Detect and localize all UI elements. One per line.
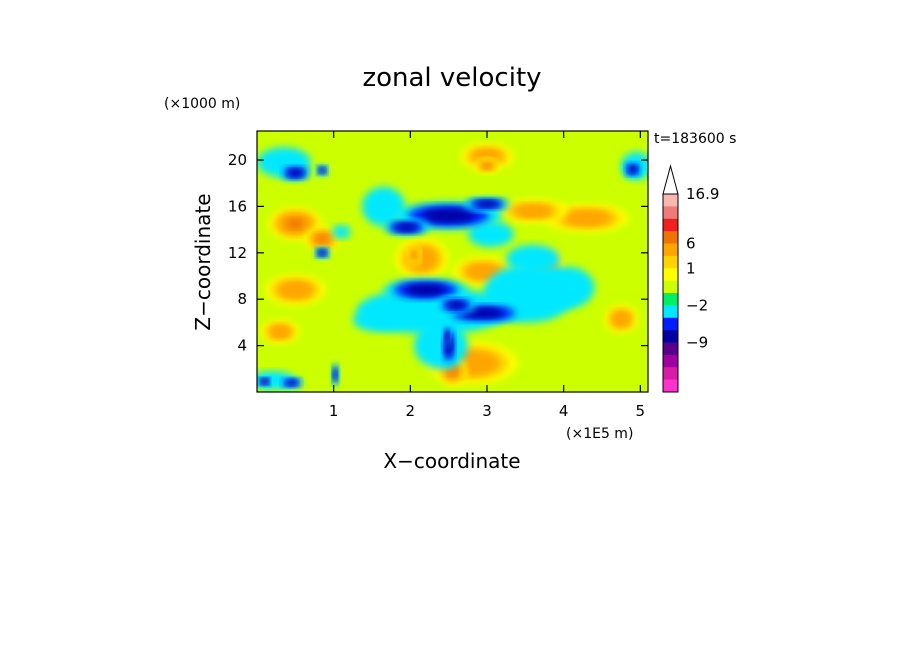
time-label: t=183600 s	[654, 131, 736, 147]
contour-region-29-level-2	[395, 223, 418, 232]
x-tick-label-5: 5	[636, 402, 646, 420]
contour-region-3-level-3	[476, 151, 498, 162]
contour-region-4-level-4	[483, 163, 491, 169]
contour-region-12-level-4	[447, 366, 458, 376]
x-tick-label-4: 4	[559, 402, 569, 420]
colorbar-swatch-0	[663, 194, 678, 207]
contour-region-35-level-2	[319, 167, 326, 174]
colorbar-swatch-12	[663, 342, 678, 356]
colorbar-extend-arrow	[662, 164, 679, 195]
contour-region-41-level-4	[262, 380, 267, 384]
chart-title: zonal velocity	[362, 63, 541, 93]
y-unit-label: (×1000 m)	[164, 96, 240, 112]
contour-region-21-level-0	[352, 308, 407, 332]
colorbar-swatch-13	[663, 354, 678, 368]
colorbar-swatch-4	[663, 243, 678, 257]
contour-region-25-level-0	[332, 224, 351, 239]
contour-region-34-level-2	[287, 168, 303, 177]
x-tick-label-1: 1	[329, 402, 339, 420]
colorbar-swatch-3	[663, 231, 678, 244]
contour-region-36-level-2	[628, 165, 638, 174]
contour-region-16-level-0	[467, 221, 514, 247]
y-tick-label-16: 16	[228, 197, 247, 215]
contour-region-0-level-4	[286, 218, 305, 230]
y-tick-label-12: 12	[228, 244, 247, 262]
x-unit-label: (×1E5 m)	[566, 426, 633, 442]
colorbar-swatch-10	[663, 317, 678, 331]
contour-region-5-level-3	[569, 212, 604, 224]
contour-region-9-level-3	[470, 265, 496, 277]
colorbar-frame	[662, 193, 679, 393]
colorbar: 16.9 6 1 −2 −9	[662, 164, 719, 393]
colorbar-swatch-2	[663, 218, 678, 232]
contour-region-31-level-2	[462, 307, 505, 319]
contour-region-32-level-2	[446, 300, 466, 310]
contour-region-28-level-2	[475, 200, 499, 208]
contour-region-30-level-2	[404, 284, 447, 296]
x-axis-title: X−coordinate	[383, 449, 520, 473]
contour-region-2-level-3	[283, 283, 308, 296]
contour-region-15-level-0	[362, 186, 405, 227]
colorbar-swatch-1	[663, 206, 678, 220]
colorbar-swatch-11	[663, 330, 678, 343]
colorbar-label-0: 16.9	[686, 185, 719, 203]
contour-region-37-level-2	[318, 249, 327, 256]
colorbar-swatch-15	[663, 379, 678, 393]
contour-region-38-level-2	[285, 379, 298, 386]
colorbar-swatch-8	[663, 293, 678, 306]
x-axis-ticks: 1 2 3 4 5	[329, 131, 645, 420]
colorbar-label-2: 1	[686, 259, 696, 277]
contour-region-1-level-4	[316, 235, 328, 243]
y-tick-label-20: 20	[228, 151, 247, 169]
colorbar-label-1: 6	[686, 235, 696, 253]
contour-region-13-level-3	[272, 327, 288, 337]
y-tick-label-4: 4	[237, 337, 247, 355]
contour-region-40-level-4	[446, 333, 449, 340]
y-tick-label-8: 8	[237, 290, 247, 308]
colorbar-swatch-7	[663, 280, 678, 294]
contour-region-27-level-2	[421, 208, 476, 223]
colorbar-swatch-5	[663, 255, 678, 269]
colorbar-swatch-14	[663, 367, 678, 381]
colorbar-label-4: −9	[686, 334, 708, 352]
y-axis-ticks: 4 8 12 16 20	[228, 151, 648, 355]
colorbar-swatch-6	[663, 268, 678, 282]
contour-region-8-level-4	[412, 252, 417, 259]
colorbar-label-3: −2	[686, 296, 708, 314]
x-tick-label-3: 3	[482, 402, 492, 420]
colorbar-swatch-9	[663, 305, 678, 319]
contour-region-19-level-0	[540, 266, 595, 309]
contour-region-22-level-0	[414, 322, 468, 369]
contour-region-39-level-2	[333, 368, 338, 381]
x-tick-label-2: 2	[406, 402, 416, 420]
contour-region-14-level-3	[614, 313, 628, 325]
contour-regions	[257, 143, 648, 390]
plot-field	[257, 131, 648, 392]
y-axis-title: Z−coordinate	[191, 193, 215, 330]
contour-region-6-level-3	[519, 206, 547, 216]
plot-frame	[256, 130, 649, 393]
